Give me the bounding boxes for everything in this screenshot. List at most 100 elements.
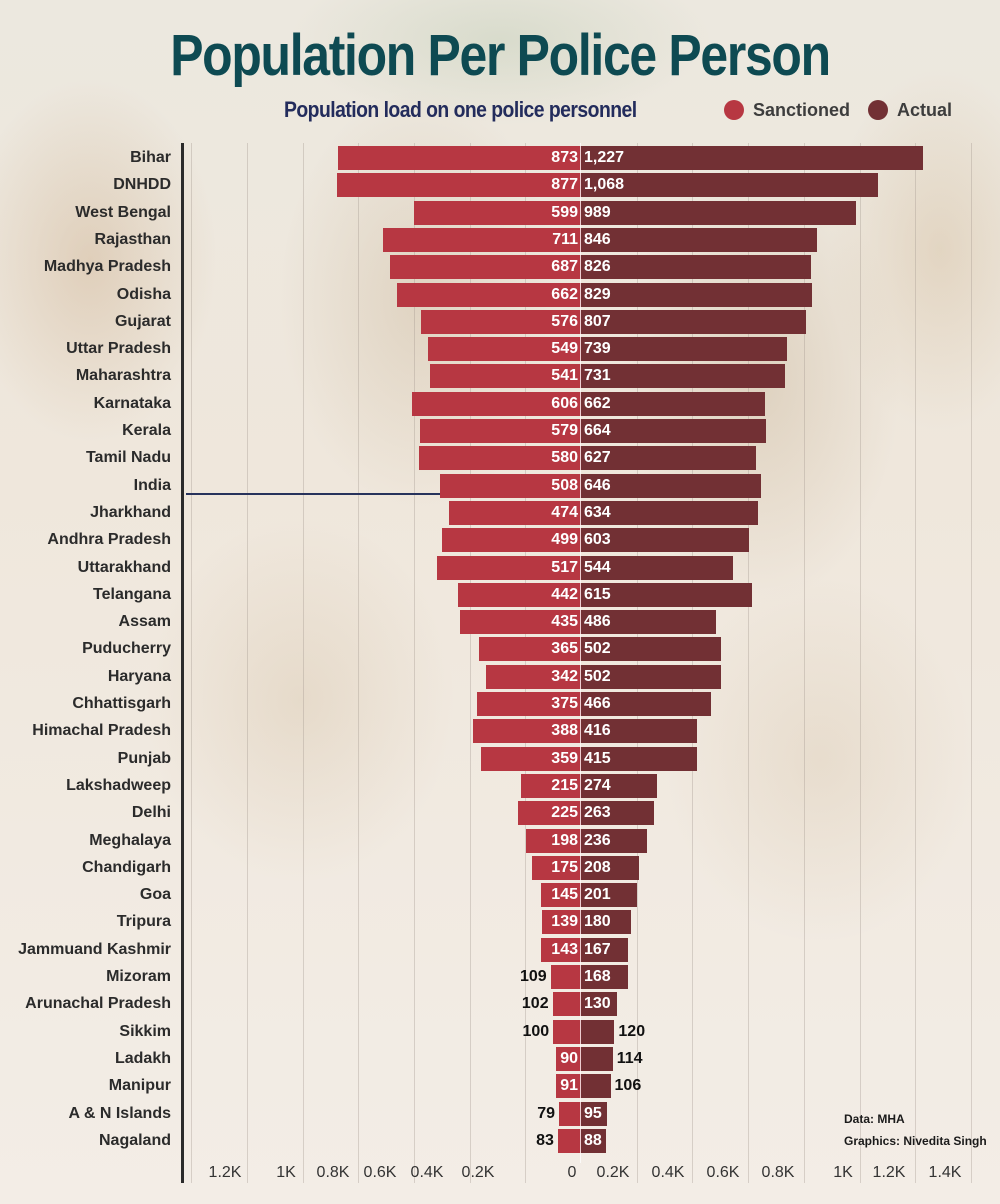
gridline-left bbox=[358, 143, 360, 1183]
bar-sanctioned[interactable] bbox=[419, 419, 581, 443]
bar-actual[interactable] bbox=[581, 500, 758, 525]
category-label: Rajasthan bbox=[94, 230, 171, 248]
bar-sanctioned[interactable] bbox=[540, 883, 581, 908]
bar-actual[interactable] bbox=[581, 883, 637, 908]
bar-sanctioned[interactable] bbox=[553, 1019, 581, 1044]
bar-actual[interactable] bbox=[581, 555, 733, 580]
bar-actual[interactable] bbox=[581, 1074, 611, 1099]
bar-actual[interactable] bbox=[581, 719, 697, 744]
data-label-actual: 615 bbox=[584, 585, 611, 603]
bar-actual[interactable] bbox=[581, 637, 721, 662]
data-label-sanctioned: 687 bbox=[551, 258, 578, 276]
bar-sanctioned[interactable] bbox=[476, 692, 581, 716]
gridline-right bbox=[970, 143, 972, 1183]
bar-actual[interactable] bbox=[581, 146, 923, 170]
bar-sanctioned[interactable] bbox=[555, 1074, 581, 1099]
bar-sanctioned[interactable] bbox=[439, 473, 581, 498]
bar-sanctioned[interactable] bbox=[525, 828, 581, 853]
legend-item-actual[interactable]: Actual bbox=[868, 100, 952, 121]
bar-sanctioned[interactable] bbox=[414, 200, 581, 225]
bar-actual[interactable] bbox=[581, 1019, 615, 1044]
bar-actual[interactable] bbox=[581, 337, 787, 362]
bar-sanctioned[interactable] bbox=[555, 1046, 581, 1071]
bar-actual[interactable] bbox=[581, 937, 628, 962]
bar-actual[interactable] bbox=[581, 773, 658, 798]
bar-sanctioned[interactable] bbox=[396, 282, 581, 307]
bar-sanctioned[interactable] bbox=[558, 1101, 581, 1126]
bar-sanctioned[interactable] bbox=[521, 773, 581, 798]
bar-actual[interactable] bbox=[581, 446, 756, 471]
bar-actual[interactable] bbox=[581, 855, 639, 880]
bar-actual[interactable] bbox=[581, 200, 857, 225]
bar-sanctioned[interactable] bbox=[457, 582, 581, 607]
bar-sanctioned[interactable] bbox=[420, 309, 581, 334]
x-tick-label-right: 0 bbox=[567, 1164, 577, 1181]
data-label-sanctioned: 175 bbox=[551, 858, 578, 876]
bar-sanctioned[interactable] bbox=[437, 555, 581, 580]
bar-sanctioned[interactable] bbox=[430, 364, 581, 389]
bar-actual[interactable] bbox=[581, 992, 618, 1017]
bar-actual[interactable] bbox=[581, 610, 717, 635]
data-label-sanctioned: 508 bbox=[551, 476, 578, 494]
bar-actual[interactable] bbox=[581, 419, 766, 443]
bar-actual[interactable] bbox=[581, 1128, 606, 1153]
bar-actual[interactable] bbox=[581, 910, 632, 935]
bar-sanctioned[interactable] bbox=[389, 255, 581, 280]
category-label: Delhi bbox=[131, 804, 171, 822]
bar-sanctioned[interactable] bbox=[552, 992, 581, 1017]
bar-actual[interactable] bbox=[581, 582, 753, 607]
bar-sanctioned[interactable] bbox=[550, 965, 581, 989]
data-label-sanctioned: 225 bbox=[551, 804, 578, 822]
data-label-sanctioned: 91 bbox=[560, 1077, 578, 1095]
bar-sanctioned[interactable] bbox=[485, 664, 581, 689]
gridline-right bbox=[803, 143, 805, 1183]
bar-actual[interactable] bbox=[581, 828, 647, 853]
bar-actual[interactable] bbox=[581, 255, 812, 280]
bar-sanctioned[interactable] bbox=[442, 528, 581, 553]
bar-actual[interactable] bbox=[581, 227, 817, 252]
data-label-actual: 120 bbox=[618, 1022, 646, 1040]
category-label: Chandigarh bbox=[82, 858, 171, 876]
bar-sanctioned[interactable] bbox=[532, 855, 581, 880]
category-label: Maharashtra bbox=[75, 367, 171, 385]
bar-actual[interactable] bbox=[581, 965, 628, 989]
bar-sanctioned[interactable] bbox=[412, 391, 581, 416]
bar-sanctioned[interactable] bbox=[459, 610, 581, 635]
bar-actual[interactable] bbox=[581, 1101, 608, 1126]
gridline-right bbox=[692, 143, 694, 1183]
bar-actual[interactable] bbox=[581, 801, 655, 826]
bar-sanctioned[interactable] bbox=[542, 910, 581, 935]
data-label-sanctioned: 711 bbox=[552, 230, 578, 248]
bar-actual[interactable] bbox=[581, 364, 785, 389]
bar-sanctioned[interactable] bbox=[557, 1128, 581, 1153]
category-label: Nagaland bbox=[98, 1131, 171, 1149]
data-label-sanctioned: 517 bbox=[551, 558, 578, 576]
bar-actual[interactable] bbox=[581, 692, 711, 716]
category-label: Chhattisgarh bbox=[72, 695, 171, 712]
bar-sanctioned[interactable] bbox=[336, 173, 581, 198]
legend-item-sanctioned[interactable]: Sanctioned bbox=[724, 100, 850, 121]
x-tick-label-right: 1.2K bbox=[872, 1164, 906, 1181]
bar-actual[interactable] bbox=[581, 282, 812, 307]
bar-sanctioned[interactable] bbox=[518, 801, 581, 826]
bar-actual[interactable] bbox=[581, 1046, 613, 1071]
bar-sanctioned[interactable] bbox=[481, 746, 581, 771]
bar-actual[interactable] bbox=[581, 473, 761, 498]
bar-sanctioned[interactable] bbox=[541, 937, 581, 962]
bar-sanctioned[interactable] bbox=[448, 500, 581, 525]
bar-actual[interactable] bbox=[581, 664, 721, 689]
bar-sanctioned[interactable] bbox=[419, 446, 581, 471]
bar-sanctioned[interactable] bbox=[428, 337, 581, 362]
bar-actual[interactable] bbox=[581, 391, 766, 416]
bar-sanctioned[interactable] bbox=[479, 637, 581, 662]
bar-actual[interactable] bbox=[581, 528, 749, 553]
bar-actual[interactable] bbox=[581, 309, 806, 334]
category-label: Ladakh bbox=[114, 1049, 171, 1067]
data-label-sanctioned: 198 bbox=[551, 831, 578, 849]
bar-sanctioned[interactable] bbox=[382, 227, 581, 252]
bar-sanctioned[interactable] bbox=[472, 719, 581, 744]
category-label: West Bengal bbox=[75, 203, 171, 221]
bar-actual[interactable] bbox=[581, 746, 697, 771]
bar-sanctioned[interactable] bbox=[337, 146, 581, 170]
bar-actual[interactable] bbox=[581, 173, 879, 198]
